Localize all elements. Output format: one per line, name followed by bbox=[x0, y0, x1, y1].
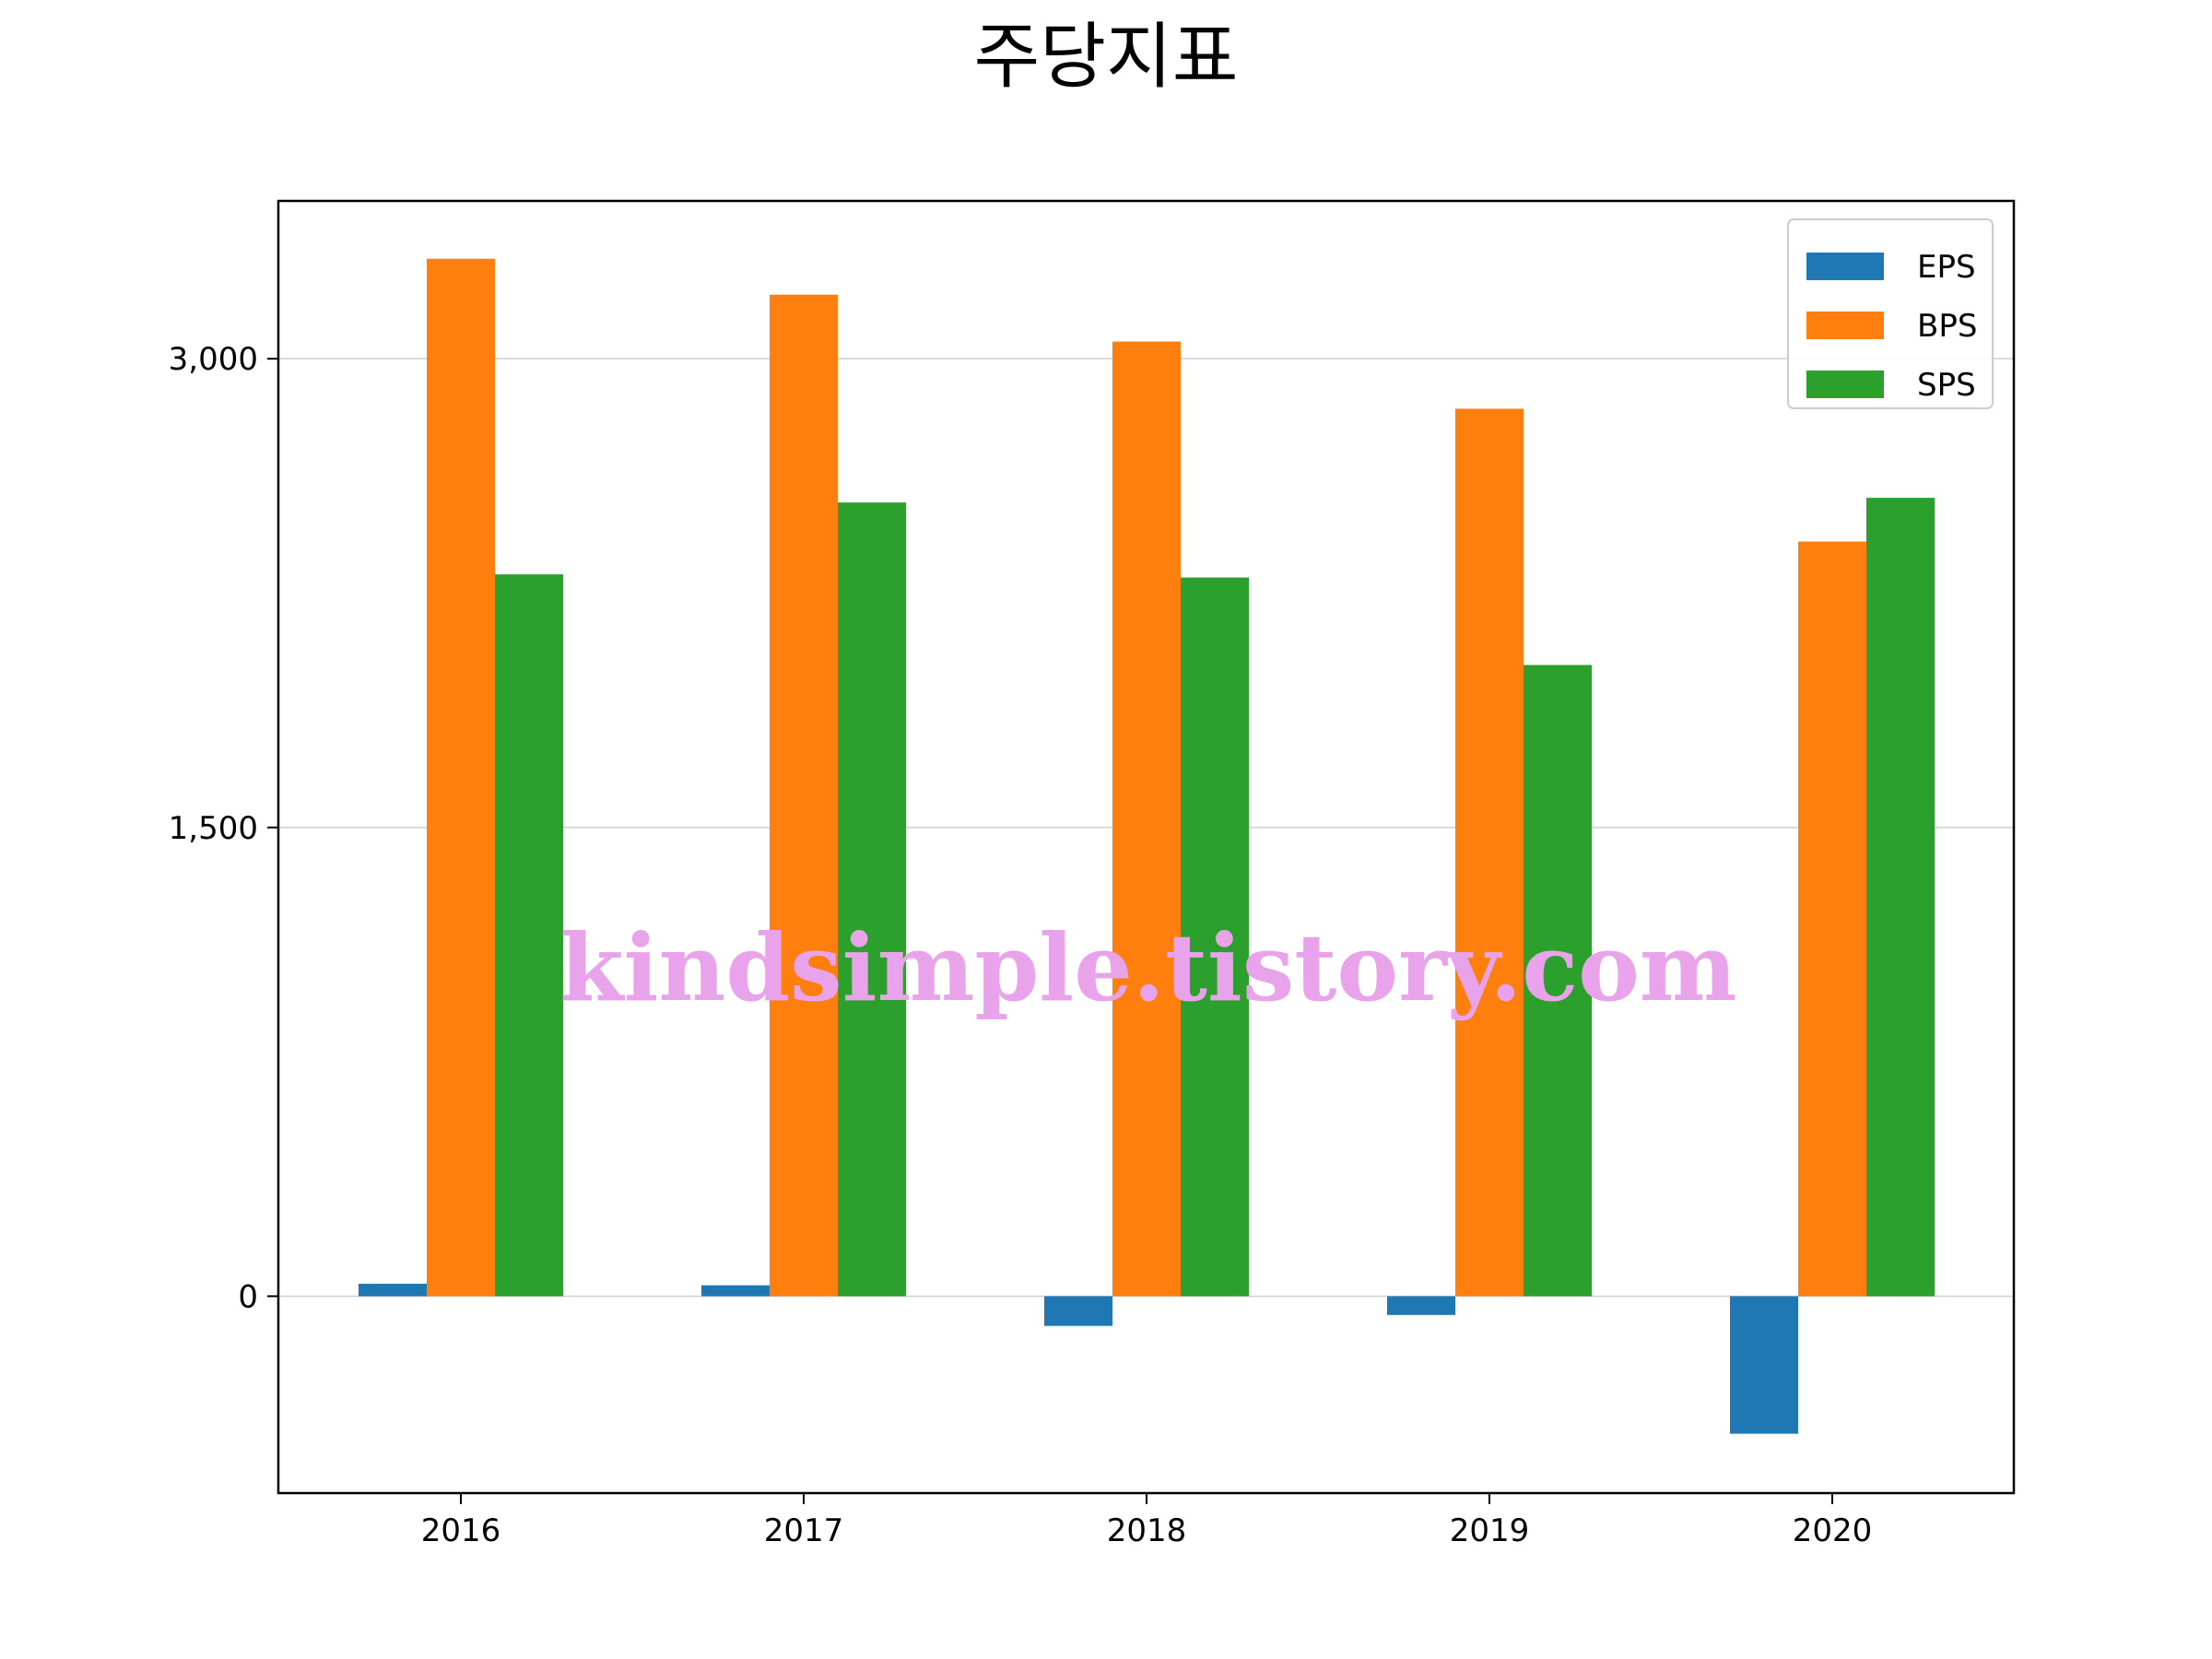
bar-bps-2017 bbox=[770, 294, 838, 1297]
x-axis: 2016 2017 2018 2019 2020 bbox=[421, 1493, 1873, 1549]
bar-eps-2020 bbox=[1730, 1296, 1798, 1434]
bar-bps-2020 bbox=[1798, 541, 1866, 1297]
x-tick-label: 2019 bbox=[1450, 1512, 1530, 1549]
bar-sps-2017 bbox=[838, 502, 906, 1297]
bar-sps-2020 bbox=[1866, 498, 1935, 1297]
chart-title: 주당지표 bbox=[973, 16, 1238, 99]
legend-swatch-sps bbox=[1806, 371, 1884, 398]
bar-bps-2016 bbox=[427, 258, 495, 1297]
bar-bps-2018 bbox=[1112, 341, 1181, 1297]
bar-sps-2016 bbox=[495, 574, 563, 1297]
y-tick-label: 3,000 bbox=[169, 341, 258, 378]
legend-swatch-bps bbox=[1806, 312, 1884, 339]
bar-sps-2019 bbox=[1524, 665, 1592, 1297]
y-tick-label: 0 bbox=[238, 1278, 258, 1315]
bar-eps-2017 bbox=[701, 1285, 770, 1297]
bar-bps-2019 bbox=[1455, 408, 1524, 1297]
x-tick-label: 2017 bbox=[764, 1512, 844, 1549]
bars bbox=[359, 258, 1935, 1434]
watermark: kindsimple.tistory.com bbox=[559, 913, 1736, 1022]
legend-swatch-eps bbox=[1806, 253, 1884, 280]
legend-label-eps: EPS bbox=[1917, 249, 1976, 286]
y-axis: 0 1,500 3,000 bbox=[169, 341, 278, 1315]
bar-sps-2018 bbox=[1181, 577, 1249, 1297]
bar-eps-2019 bbox=[1387, 1296, 1455, 1315]
bar-eps-2018 bbox=[1044, 1296, 1112, 1326]
x-tick-label: 2016 bbox=[421, 1512, 501, 1549]
legend-label-sps: SPS bbox=[1917, 367, 1976, 404]
x-tick-label: 2020 bbox=[1793, 1512, 1873, 1549]
legend-label-bps: BPS bbox=[1917, 308, 1977, 345]
x-tick-label: 2018 bbox=[1107, 1512, 1187, 1549]
bar-eps-2016 bbox=[359, 1283, 427, 1297]
legend: EPS BPS SPS bbox=[1787, 218, 1994, 409]
y-tick-label: 1,500 bbox=[169, 810, 258, 847]
